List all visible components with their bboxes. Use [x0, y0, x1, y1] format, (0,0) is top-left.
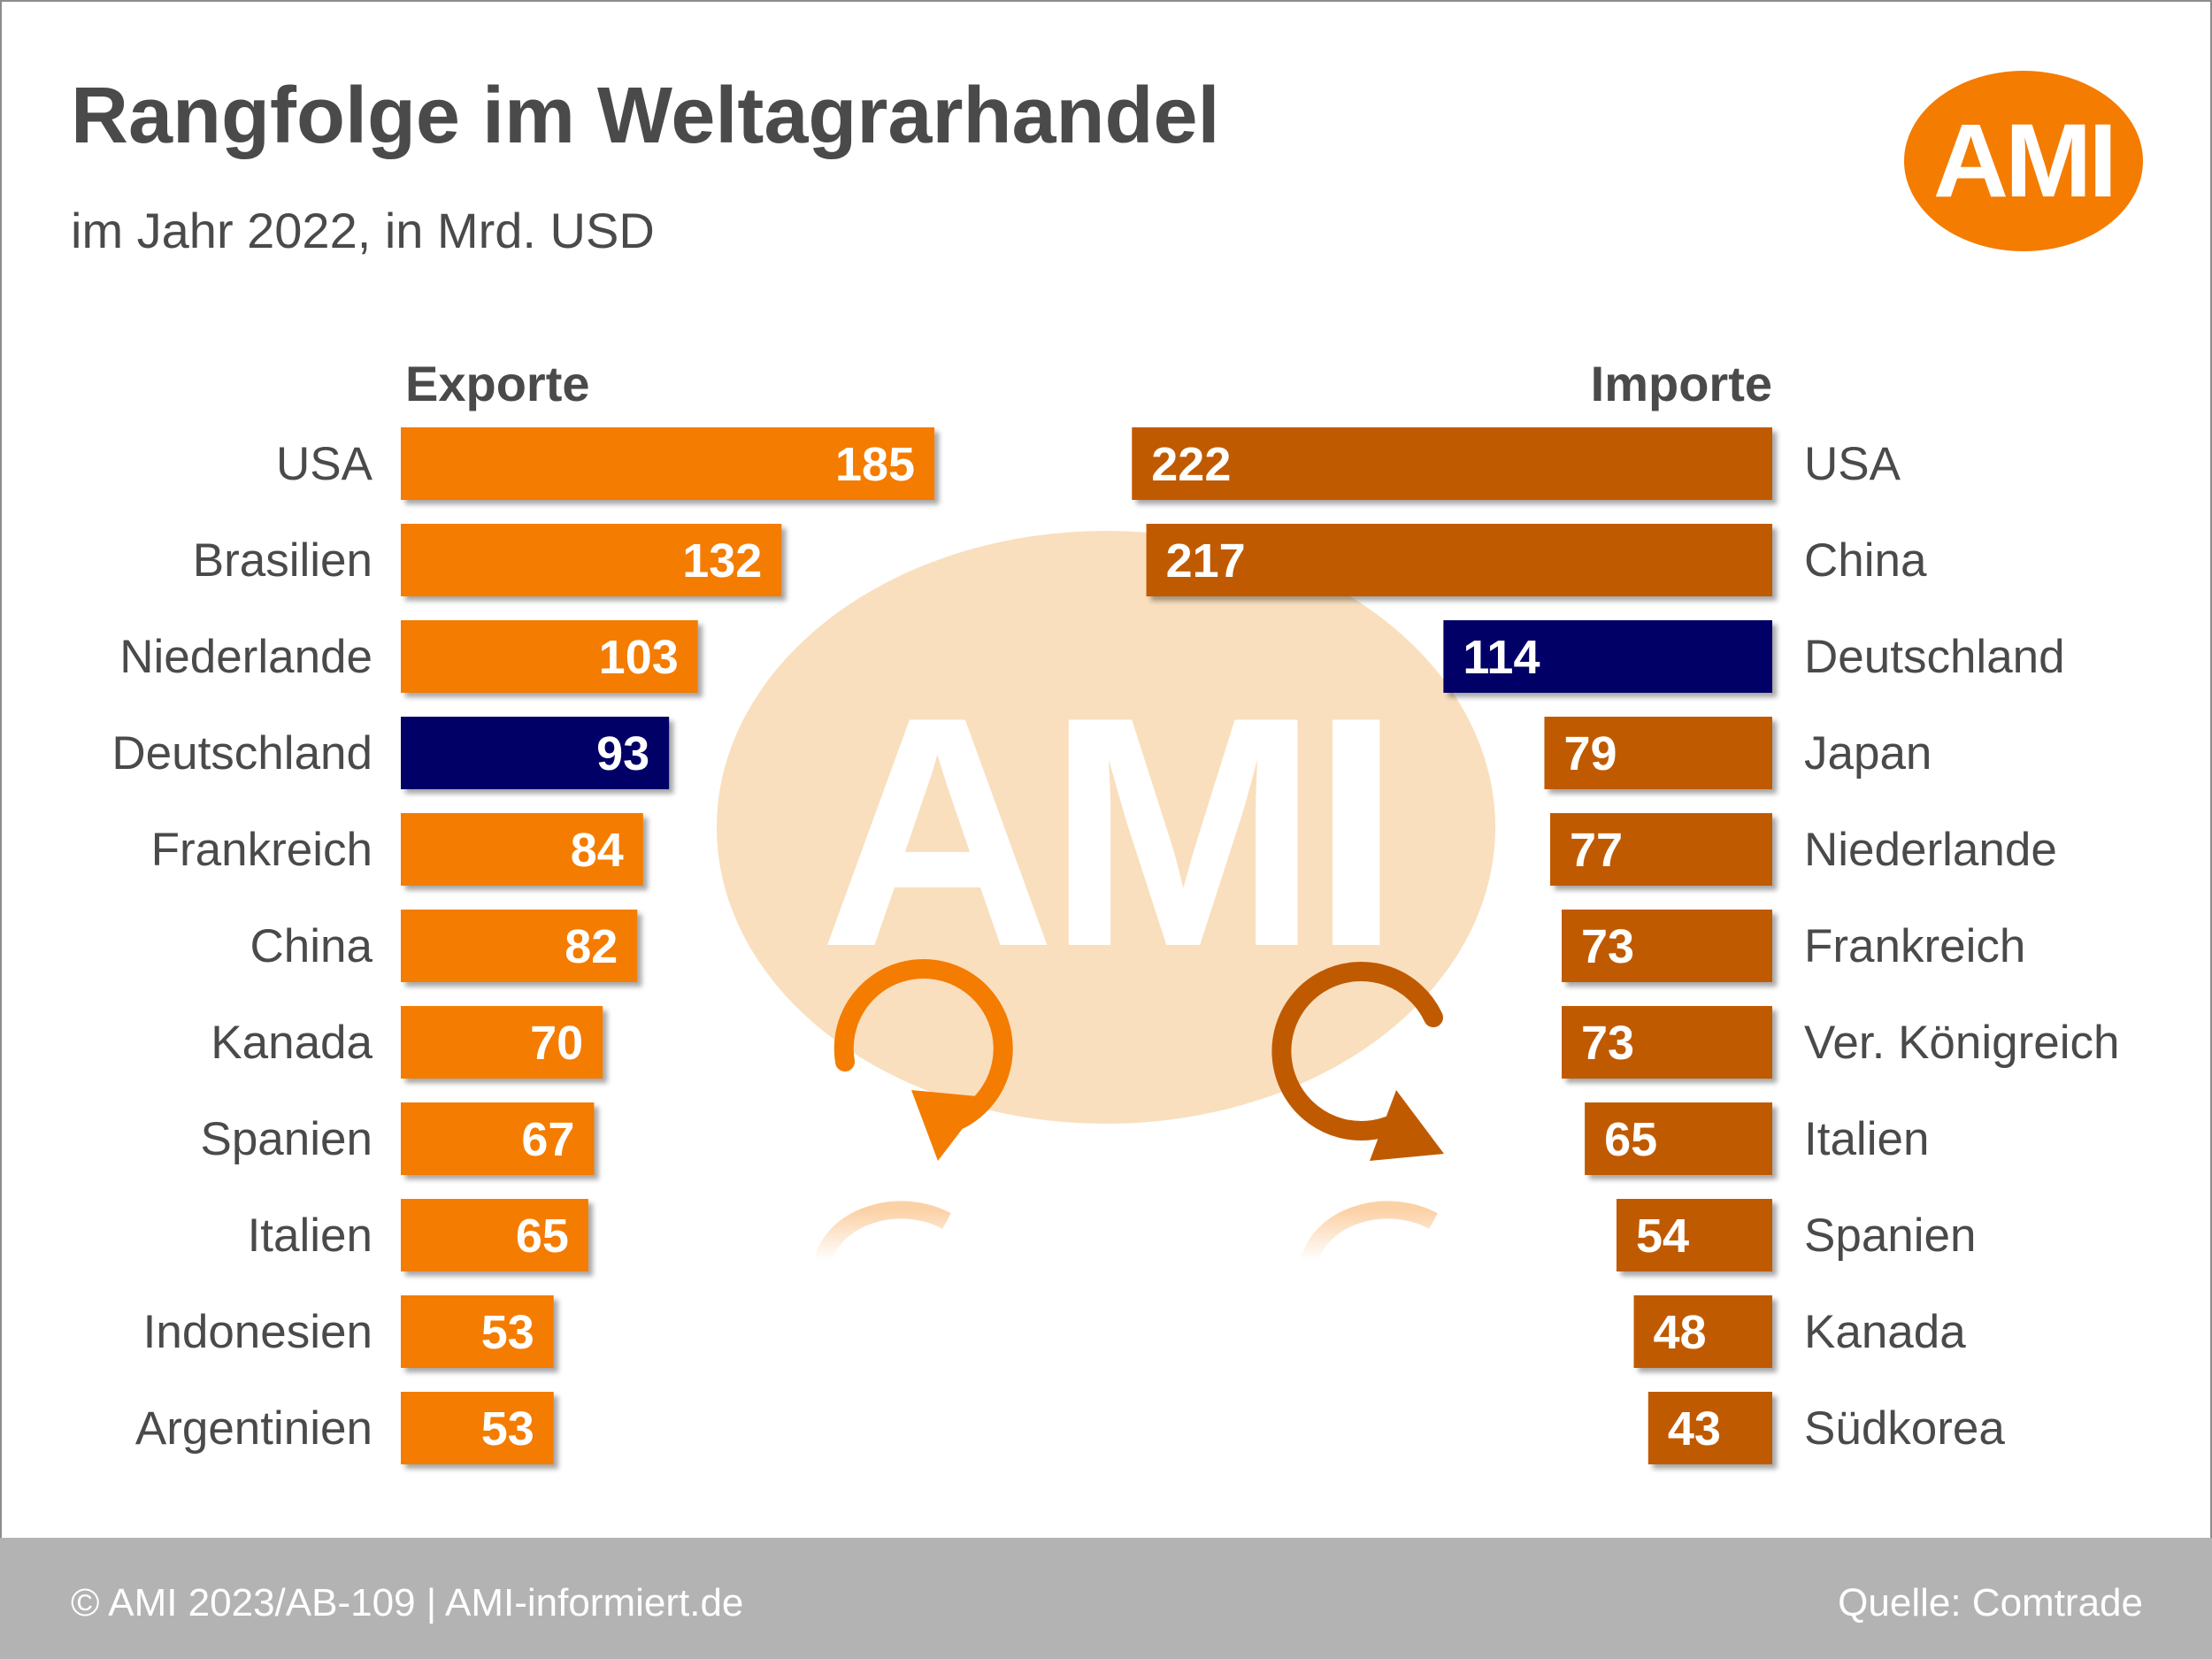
- export-value-label: 70: [530, 1017, 583, 1070]
- import-value-label: 43: [1668, 1402, 1721, 1455]
- chart-subtitle: im Jahr 2022, in Mrd. USD: [71, 203, 655, 258]
- import-value-label: 114: [1463, 631, 1540, 684]
- import-value-label: 217: [1166, 534, 1246, 588]
- export-category-label: Brasilien: [193, 534, 373, 587]
- import-category-label: Italien: [1804, 1113, 1929, 1165]
- import-value-label: 77: [1570, 824, 1623, 877]
- export-value-label: 53: [481, 1402, 534, 1455]
- exports-chart: Exporte 185 USA 132 Brasilien 103 Niederlande 9…: [111, 356, 935, 1464]
- export-bar: [401, 1006, 603, 1079]
- export-category-label: Deutschland: [111, 727, 373, 780]
- export-category-label: Italien: [248, 1210, 373, 1262]
- import-category-label: Ver. Königreich: [1804, 1017, 2120, 1069]
- export-value-label: 65: [516, 1210, 569, 1263]
- import-bar: [1443, 620, 1772, 693]
- import-bar: [1562, 910, 1772, 982]
- export-cycle-arrow-icon: [814, 959, 1013, 1263]
- export-category-label: Argentinien: [135, 1402, 373, 1455]
- trade-ranking-chart: AMI Exporte 185 USA 132 Brasilien 103 Niederla…: [111, 356, 2120, 1464]
- import-value-label: 48: [1654, 1306, 1707, 1359]
- export-value-label: 53: [481, 1306, 534, 1359]
- export-category-label: Frankreich: [151, 824, 373, 876]
- import-value-label: 54: [1636, 1210, 1689, 1263]
- import-bar: [1616, 1199, 1772, 1271]
- export-value-label: 103: [599, 631, 679, 684]
- import-category-label: Niederlande: [1804, 824, 2057, 876]
- export-bar: [401, 427, 935, 500]
- import-cycle-arrow-icon: [1271, 962, 1444, 1263]
- import-value-label: 65: [1604, 1113, 1657, 1166]
- export-bar: [401, 620, 698, 693]
- import-category-label: Frankreich: [1804, 920, 2025, 972]
- footer-source: Quelle: Comtrade: [1838, 1581, 2143, 1624]
- export-value-label: 185: [835, 438, 915, 491]
- import-bar: [1647, 1392, 1772, 1464]
- export-header: Exporte: [405, 356, 590, 411]
- export-value-label: 82: [565, 920, 618, 973]
- export-category-label: Indonesien: [143, 1306, 373, 1358]
- export-bar: [401, 813, 643, 886]
- chart-title: Rangfolge im Weltagrarhandel: [71, 72, 1220, 160]
- import-bar: [1132, 427, 1772, 500]
- import-bar: [1549, 813, 1772, 886]
- export-bar: [401, 910, 638, 982]
- export-category-label: Kanada: [211, 1017, 373, 1069]
- import-bar: [1633, 1295, 1772, 1368]
- import-value-label: 73: [1581, 1017, 1634, 1070]
- export-value-label: 93: [596, 727, 649, 780]
- imports-chart: Importe 222 USA 217 China 114 Deutschland 79 Jap…: [1132, 356, 2120, 1464]
- import-value-label: 79: [1563, 727, 1617, 780]
- import-category-label: Deutschland: [1804, 631, 2065, 683]
- export-value-label: 132: [682, 534, 762, 588]
- logo-text: AMI: [1932, 103, 2117, 219]
- import-value-label: 73: [1581, 920, 1634, 973]
- export-category-label: USA: [276, 438, 373, 490]
- export-value-label: 67: [521, 1113, 574, 1166]
- import-bar: [1562, 1006, 1772, 1079]
- import-bar: [1544, 717, 1772, 789]
- import-bar: [1585, 1102, 1772, 1175]
- import-category-label: Spanien: [1804, 1210, 1977, 1262]
- import-header: Importe: [1591, 356, 1772, 411]
- footer-bar: [0, 1538, 2212, 1659]
- export-bar: [401, 1199, 588, 1271]
- export-bar: [401, 524, 782, 596]
- export-category-label: Spanien: [200, 1113, 373, 1165]
- import-bar: [1146, 524, 1772, 596]
- footer-copyright: © AMI 2023/AB-109 | AMI-informiert.de: [71, 1581, 744, 1624]
- import-category-label: China: [1804, 534, 1927, 587]
- import-value-label: 222: [1151, 438, 1231, 491]
- import-category-label: USA: [1804, 438, 1901, 490]
- export-bar: [401, 717, 670, 789]
- export-bar: [401, 1102, 595, 1175]
- export-category-label: Niederlande: [119, 631, 373, 683]
- watermark: AMI: [717, 531, 1495, 1124]
- import-category-label: Japan: [1804, 727, 1932, 780]
- import-category-label: Kanada: [1804, 1306, 1966, 1358]
- export-value-label: 84: [571, 824, 624, 877]
- export-bar: [401, 1295, 554, 1368]
- export-bar: [401, 1392, 554, 1464]
- export-category-label: China: [250, 920, 373, 972]
- import-category-label: Südkorea: [1804, 1402, 2005, 1455]
- watermark-text: AMI: [819, 649, 1393, 1015]
- ami-logo: AMI: [1904, 71, 2143, 251]
